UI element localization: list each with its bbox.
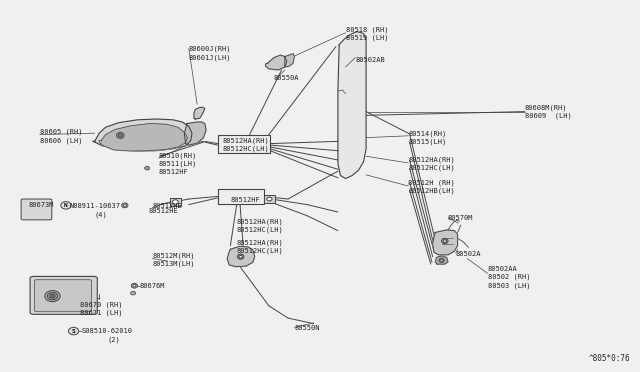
Ellipse shape — [237, 254, 244, 259]
Polygon shape — [266, 55, 287, 70]
Bar — [264, 195, 275, 203]
Text: S08510-62010: S08510-62010 — [82, 328, 133, 334]
Ellipse shape — [239, 255, 242, 258]
Ellipse shape — [124, 204, 127, 206]
Text: 80518 (RH): 80518 (RH) — [346, 26, 388, 33]
Ellipse shape — [122, 203, 128, 208]
Text: 80601J(LH): 80601J(LH) — [189, 54, 231, 61]
Text: 80512HE: 80512HE — [148, 208, 178, 214]
Text: (2): (2) — [108, 336, 120, 343]
Text: 80670 (RH): 80670 (RH) — [80, 301, 122, 308]
Ellipse shape — [61, 202, 71, 209]
Text: 80550N: 80550N — [294, 325, 320, 331]
Bar — [218, 189, 264, 204]
Text: 80512HF: 80512HF — [230, 197, 260, 203]
Ellipse shape — [45, 291, 60, 302]
Text: 80512M(RH): 80512M(RH) — [152, 253, 195, 259]
Text: 80514(RH): 80514(RH) — [408, 131, 447, 137]
Text: 80502 (RH): 80502 (RH) — [488, 274, 530, 280]
Text: 80605 (RH): 80605 (RH) — [40, 129, 82, 135]
Text: 80671 (LH): 80671 (LH) — [80, 309, 122, 316]
Text: (4): (4) — [95, 212, 108, 218]
Text: ^805*0:76: ^805*0:76 — [589, 354, 630, 363]
FancyBboxPatch shape — [35, 280, 92, 312]
Text: N08911-10637: N08911-10637 — [69, 203, 120, 209]
FancyBboxPatch shape — [21, 199, 52, 220]
Text: 80512HC(LH): 80512HC(LH) — [223, 145, 269, 152]
Polygon shape — [184, 122, 206, 145]
Polygon shape — [285, 54, 294, 67]
Text: 80600J(RH): 80600J(RH) — [189, 45, 231, 52]
Polygon shape — [338, 32, 366, 179]
Text: 80676M: 80676M — [140, 283, 165, 289]
Text: 80608M(RH): 80608M(RH) — [525, 105, 567, 111]
Text: 80512H (RH): 80512H (RH) — [408, 179, 455, 186]
Text: 80512HA(RH): 80512HA(RH) — [237, 239, 284, 246]
Text: 80512HE: 80512HE — [152, 203, 182, 209]
Text: 80512HC(LH): 80512HC(LH) — [408, 165, 455, 171]
Ellipse shape — [173, 200, 178, 204]
Ellipse shape — [47, 292, 58, 300]
Text: 80515(LH): 80515(LH) — [408, 139, 447, 145]
Ellipse shape — [50, 294, 55, 298]
Text: 80550A: 80550A — [274, 75, 300, 81]
Polygon shape — [227, 246, 255, 267]
Text: 80512HA(RH): 80512HA(RH) — [223, 137, 269, 144]
Bar — [218, 135, 270, 153]
Text: S: S — [72, 328, 76, 334]
Polygon shape — [433, 230, 458, 255]
Text: 80512HC(LH): 80512HC(LH) — [237, 226, 284, 233]
Text: 80512HA(RH): 80512HA(RH) — [408, 157, 455, 163]
Ellipse shape — [131, 283, 138, 288]
Text: 80511(LH): 80511(LH) — [159, 160, 197, 167]
Ellipse shape — [116, 132, 124, 138]
Polygon shape — [93, 119, 192, 151]
Ellipse shape — [118, 134, 122, 137]
Text: 80512HF: 80512HF — [159, 169, 188, 175]
Text: 80510(RH): 80510(RH) — [159, 152, 197, 159]
Text: 80673M: 80673M — [28, 202, 54, 208]
Text: 80609  (LH): 80609 (LH) — [525, 113, 572, 119]
Ellipse shape — [133, 284, 136, 287]
Polygon shape — [194, 107, 205, 119]
Text: 80502AA: 80502AA — [488, 266, 517, 272]
Text: 80502AB: 80502AB — [355, 57, 385, 62]
Text: 80503 (LH): 80503 (LH) — [488, 282, 530, 289]
Ellipse shape — [442, 238, 448, 244]
Text: 80502A: 80502A — [456, 251, 481, 257]
Polygon shape — [435, 256, 448, 264]
Ellipse shape — [131, 291, 136, 295]
FancyBboxPatch shape — [30, 276, 97, 314]
Ellipse shape — [267, 197, 272, 201]
Ellipse shape — [145, 166, 150, 170]
Text: 80512HC(LH): 80512HC(LH) — [237, 247, 284, 254]
Ellipse shape — [68, 327, 79, 335]
Text: N: N — [64, 203, 68, 208]
Polygon shape — [99, 124, 188, 151]
Ellipse shape — [439, 258, 444, 263]
Text: 80570M: 80570M — [448, 215, 474, 221]
Text: 80512HB(LH): 80512HB(LH) — [408, 187, 455, 194]
Text: 80513M(LH): 80513M(LH) — [152, 261, 195, 267]
Bar — [170, 198, 181, 206]
Text: 80512HA(RH): 80512HA(RH) — [237, 218, 284, 225]
Text: 80519 (LH): 80519 (LH) — [346, 35, 388, 41]
Ellipse shape — [443, 240, 447, 243]
Text: 80606 (LH): 80606 (LH) — [40, 137, 82, 144]
